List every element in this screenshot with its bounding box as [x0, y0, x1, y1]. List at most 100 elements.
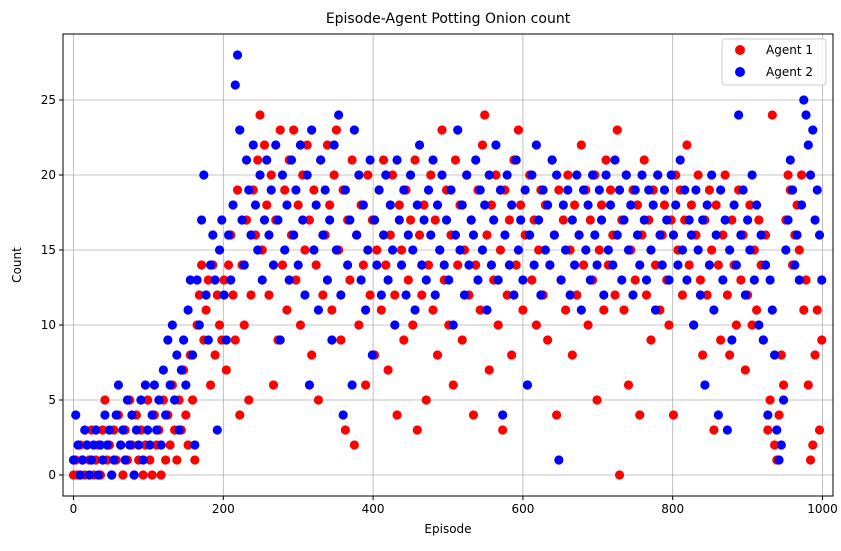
- data-point-agent-2: [340, 185, 350, 195]
- data-point-agent-2: [711, 230, 721, 240]
- data-point-agent-2: [345, 215, 355, 225]
- data-point-agent-1: [632, 200, 643, 210]
- data-point-agent-2: [796, 200, 807, 210]
- data-point-agent-2: [787, 185, 798, 195]
- data-point-agent-2: [743, 215, 753, 225]
- data-point-agent-2: [147, 410, 157, 420]
- data-point-agent-2: [237, 215, 247, 225]
- data-point-agent-2: [118, 425, 128, 435]
- data-point-agent-2: [111, 410, 121, 420]
- data-point-agent-1: [583, 320, 593, 330]
- data-point-agent-1: [295, 320, 306, 330]
- data-point-agent-2: [810, 215, 820, 225]
- data-point-agent-1: [187, 395, 198, 405]
- data-point-agent-1: [302, 140, 312, 150]
- data-point-agent-2: [805, 170, 816, 180]
- data-point-agent-2: [86, 455, 97, 465]
- data-point-agent-2: [441, 215, 452, 225]
- data-point-agent-1: [563, 170, 573, 180]
- data-point-agent-1: [693, 170, 703, 180]
- data-point-agent-2: [691, 185, 701, 195]
- data-point-agent-2: [158, 365, 168, 375]
- data-point-agent-2: [203, 335, 213, 345]
- data-point-agent-1: [516, 200, 526, 210]
- data-point-agent-2: [378, 230, 389, 240]
- data-point-agent-2: [109, 455, 119, 465]
- data-point-agent-2: [250, 200, 261, 210]
- data-point-agent-2: [621, 170, 631, 180]
- data-point-agent-2: [212, 425, 222, 435]
- data-point-agent-1: [751, 305, 762, 315]
- data-point-agent-2: [228, 200, 238, 210]
- data-point-agent-1: [430, 215, 440, 225]
- data-point-agent-2: [511, 155, 521, 165]
- data-point-agent-2: [262, 155, 272, 165]
- data-point-agent-2: [725, 245, 735, 255]
- data-point-agent-2: [731, 260, 741, 270]
- data-point-agent-2: [167, 320, 177, 330]
- data-point-agent-1: [639, 155, 649, 165]
- data-point-agent-1: [502, 290, 512, 300]
- data-point-agent-1: [414, 230, 425, 240]
- data-point-agent-1: [196, 260, 207, 270]
- data-point-agent-2: [122, 395, 133, 405]
- data-point-agent-1: [527, 275, 537, 285]
- data-point-agent-1: [394, 200, 404, 210]
- data-point-agent-2: [154, 395, 164, 405]
- data-point-agent-2: [718, 275, 728, 285]
- data-point-agent-2: [516, 215, 526, 225]
- data-point-agent-2: [628, 290, 638, 300]
- data-point-agent-2: [221, 335, 231, 345]
- data-point-agent-1: [716, 335, 726, 345]
- data-point-agent-1: [381, 260, 391, 270]
- data-point-agent-2: [747, 170, 757, 180]
- data-point-agent-2: [543, 200, 553, 210]
- data-point-agent-1: [482, 230, 492, 240]
- data-point-agent-2: [677, 245, 688, 255]
- data-point-agent-2: [754, 320, 764, 330]
- data-point-agent-1: [426, 170, 436, 180]
- data-point-agent-1: [428, 305, 438, 315]
- data-point-agent-2: [563, 185, 573, 195]
- data-point-agent-2: [525, 230, 535, 240]
- data-point-agent-2: [639, 215, 649, 225]
- data-point-agent-2: [686, 230, 697, 240]
- data-point-agent-2: [419, 215, 429, 225]
- data-point-agent-2: [722, 425, 732, 435]
- data-point-agent-2: [266, 185, 276, 195]
- data-point-agent-2: [183, 305, 193, 315]
- x-tick-label: 200: [212, 502, 235, 516]
- data-point-agent-2: [134, 440, 144, 450]
- x-tick-label: 1000: [807, 502, 838, 516]
- data-point-agent-2: [650, 305, 661, 315]
- data-point-agent-1: [727, 215, 737, 225]
- data-point-agent-1: [390, 290, 400, 300]
- data-point-agent-1: [423, 260, 434, 270]
- data-point-agent-2: [145, 440, 155, 450]
- data-point-agent-1: [480, 110, 490, 120]
- data-point-agent-1: [507, 350, 517, 360]
- data-point-agent-1: [812, 305, 822, 315]
- data-point-agent-2: [792, 230, 802, 240]
- data-point-agent-2: [760, 260, 771, 270]
- data-point-agent-2: [531, 140, 541, 150]
- data-point-agent-2: [491, 140, 501, 150]
- data-point-agent-2: [273, 215, 283, 225]
- data-point-agent-2: [666, 170, 676, 180]
- data-point-agent-2: [700, 380, 710, 390]
- data-point-agent-2: [232, 50, 243, 60]
- data-point-agent-1: [259, 140, 270, 150]
- data-point-agent-2: [257, 275, 267, 285]
- data-point-agent-1: [572, 290, 582, 300]
- data-point-agent-1: [205, 380, 216, 390]
- data-point-agent-2: [684, 215, 694, 225]
- data-point-agent-1: [212, 290, 222, 300]
- data-point-agent-2: [578, 185, 589, 195]
- data-point-agent-2: [630, 185, 640, 195]
- data-point-agent-2: [502, 170, 512, 180]
- data-point-agent-2: [235, 125, 245, 135]
- data-point-agent-2: [430, 290, 440, 300]
- data-point-agent-2: [480, 200, 490, 210]
- data-point-agent-1: [340, 425, 350, 435]
